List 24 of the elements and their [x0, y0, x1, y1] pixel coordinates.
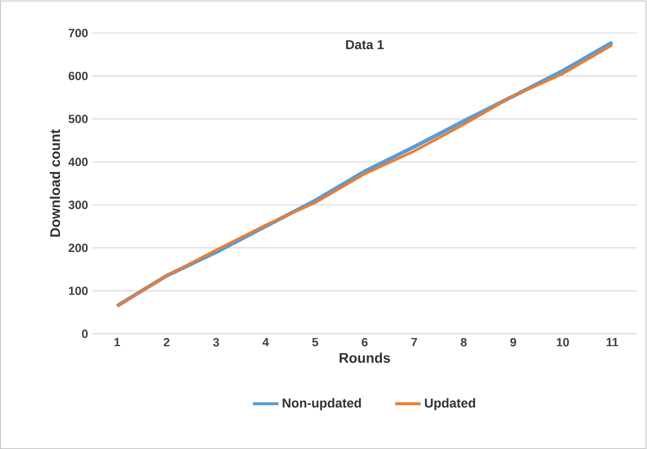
x-tick-label: 8 — [460, 338, 467, 346]
x-tick-label: 7 — [411, 338, 417, 346]
x-tick-label: 10 — [556, 338, 569, 346]
x-tick-label: 2 — [164, 338, 170, 346]
y-tick-label: 600 — [68, 72, 88, 80]
y-tick-label: 200 — [68, 244, 88, 252]
chart-title: Data 1 — [346, 40, 384, 50]
x-tick-label: 1 — [114, 338, 120, 346]
y-tick-label: 700 — [68, 28, 88, 38]
legend-label: Non-updated — [282, 398, 361, 410]
x-tick-label: 5 — [312, 338, 318, 346]
x-tick-label: 6 — [362, 338, 368, 346]
x-tick-label: 3 — [213, 338, 220, 346]
x-tick-label: 4 — [262, 338, 269, 346]
y-tick-label: 400 — [68, 158, 88, 166]
y-tick-label: 0 — [82, 330, 88, 338]
y-tick-label: 300 — [68, 200, 88, 210]
y-tick-label: 500 — [68, 114, 88, 124]
y-axis-title: Download count — [50, 129, 60, 237]
x-axis-title: Rounds — [340, 352, 390, 363]
x-tick-label: 9 — [510, 338, 516, 346]
legend-label: Updated — [424, 398, 476, 410]
y-tick-label: 100 — [68, 286, 88, 295]
x-tick-label: 11 — [606, 338, 618, 346]
